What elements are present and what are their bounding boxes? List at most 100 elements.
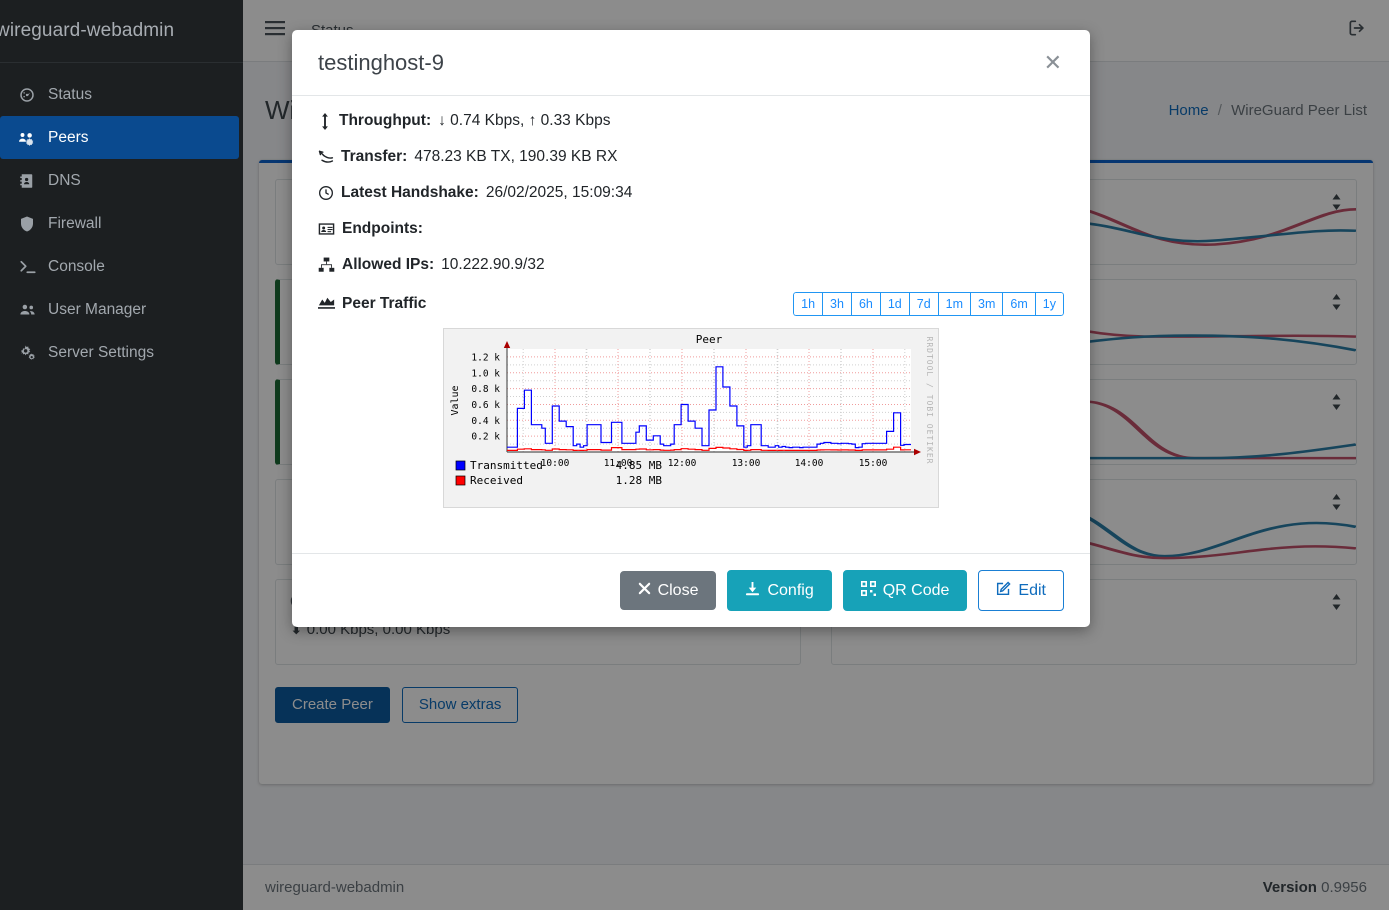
- rrd-graph: Peer Value RRDTOOL / TOBI OETIKER 10:00 11:0…: [444, 329, 938, 507]
- close-icon[interactable]: ✕: [1043, 49, 1062, 75]
- info-label: Endpoints:: [342, 220, 423, 237]
- footer-version: Version 0.9956: [1263, 879, 1367, 896]
- sidebar-brand-label: wireguard-webadmin: [0, 20, 175, 41]
- svg-text:1.28 MB: 1.28 MB: [616, 474, 663, 487]
- range-button-1m[interactable]: 1m: [937, 292, 971, 316]
- svg-text:10:00: 10:00: [541, 458, 570, 469]
- close-button-label: Close: [657, 581, 699, 599]
- show-extras-button[interactable]: Show extras: [401, 686, 519, 724]
- address-book-icon: [18, 172, 48, 190]
- sidebar-item-label: User Manager: [48, 300, 147, 318]
- close-x-icon: [638, 582, 651, 599]
- peer-detail-modal: testinghost-9 ✕ Throughput: ↓ 0.74 Kbps,…: [292, 30, 1090, 627]
- sidebar-item-console[interactable]: Console: [0, 245, 239, 288]
- info-label: Allowed IPs:: [342, 256, 435, 273]
- svg-text:1.0 k: 1.0 k: [471, 368, 500, 379]
- users-icon: [18, 301, 48, 319]
- svg-text:Transmitted: Transmitted: [470, 459, 543, 472]
- svg-text:0.2 k: 0.2 k: [471, 432, 500, 443]
- svg-text:4.85 MB: 4.85 MB: [616, 459, 663, 472]
- sidebar-item-label: Firewall: [48, 214, 102, 232]
- info-label: Throughput:: [339, 112, 432, 129]
- sidebar-nav: Status Peers: [0, 63, 243, 374]
- download-icon: [745, 581, 760, 600]
- svg-text:Value: Value: [450, 385, 461, 415]
- modal-title: testinghost-9: [318, 49, 444, 75]
- sort-icon[interactable]: [1331, 493, 1342, 515]
- svg-text:14:00: 14:00: [795, 458, 824, 469]
- sidebar-item-dns[interactable]: DNS: [0, 159, 239, 202]
- info-row-allowed-ips: Allowed IPs: 10.222.90.9/32: [318, 256, 1064, 274]
- peers-icon: [18, 129, 48, 147]
- svg-text:0.8 k: 0.8 k: [471, 384, 500, 395]
- modal-body: Throughput: ↓ 0.74 Kbps, ↑ 0.33 Kbps Tra…: [292, 96, 1090, 553]
- info-value: 26/02/2025, 15:09:34: [485, 184, 633, 201]
- logout-icon[interactable]: [1347, 18, 1367, 43]
- range-button-1y[interactable]: 1y: [1034, 292, 1064, 316]
- range-button-1d[interactable]: 1d: [879, 292, 909, 316]
- breadcrumb-separator: /: [1217, 102, 1222, 120]
- sort-icon[interactable]: [1331, 293, 1342, 315]
- modal-header: testinghost-9 ✕: [292, 30, 1090, 96]
- close-button[interactable]: Close: [619, 571, 717, 610]
- svg-text:Peer: Peer: [696, 333, 723, 346]
- range-button-3m[interactable]: 3m: [970, 292, 1003, 316]
- range-button-6m[interactable]: 6m: [1002, 292, 1035, 316]
- footer-version-value: 0.9956: [1321, 879, 1367, 896]
- svg-text:11:00: 11:00: [604, 458, 633, 469]
- info-row-endpoints: Endpoints:: [318, 220, 1064, 238]
- sort-icon[interactable]: [1331, 393, 1342, 415]
- footer: wireguard-webadmin Version 0.9956: [243, 864, 1389, 910]
- breadcrumb-home[interactable]: Home: [1168, 102, 1209, 120]
- footer-brand: wireguard-webadmin: [265, 879, 405, 896]
- qr-code-button[interactable]: QR Code: [842, 570, 968, 611]
- config-button-label: Config: [767, 581, 814, 599]
- footer-version-label: Version: [1262, 879, 1317, 896]
- shield-icon: [18, 215, 48, 233]
- peer-action-row: Create Peer Show extras: [275, 686, 1357, 724]
- id-card-icon: [318, 222, 335, 236]
- svg-text:15:00: 15:00: [859, 458, 888, 469]
- sidebar-item-user-manager[interactable]: User Manager: [0, 288, 239, 331]
- sidebar-item-firewall[interactable]: Firewall: [0, 202, 239, 245]
- sidebar-item-server-settings[interactable]: Server Settings: [0, 331, 239, 374]
- svg-text:12:00: 12:00: [668, 458, 697, 469]
- gears-icon: [18, 344, 48, 362]
- time-range-group: 1h 3h 6h 1d 7d 1m 3m 6m 1y: [793, 292, 1064, 316]
- sitemap-icon: [318, 257, 335, 273]
- info-value: ↓ 0.74 Kbps, ↑ 0.33 Kbps: [438, 112, 611, 129]
- sidebar-item-label: Peers: [48, 128, 89, 146]
- range-button-7d[interactable]: 7d: [908, 292, 938, 316]
- svg-text:0.4 k: 0.4 k: [471, 416, 500, 427]
- chart-area-icon: [318, 295, 335, 314]
- info-label: Latest Handshake:: [341, 184, 479, 201]
- config-button[interactable]: Config: [727, 570, 832, 611]
- sidebar-brand[interactable]: wireguard-webadmin: [0, 0, 243, 63]
- range-button-3h[interactable]: 3h: [822, 292, 851, 316]
- sidebar-item-status[interactable]: Status: [0, 73, 239, 116]
- info-value: 10.222.90.9/32: [441, 256, 545, 273]
- modal-footer: Close Config QR Code: [292, 553, 1090, 627]
- info-row-handshake: Latest Handshake: 26/02/2025, 15:09:34: [318, 184, 1064, 202]
- create-peer-button[interactable]: Create Peer: [275, 686, 390, 724]
- svg-text:1.2 k: 1.2 k: [471, 352, 500, 363]
- sidebar-item-label: Status: [48, 85, 92, 103]
- edit-button-label: Edit: [1018, 581, 1046, 599]
- clock-icon: [318, 185, 334, 201]
- breadcrumb-current: WireGuard Peer List: [1231, 102, 1367, 120]
- range-button-6h[interactable]: 6h: [850, 292, 880, 316]
- sidebar-item-label: Console: [48, 257, 105, 275]
- svg-text:RRDTOOL / TOBI OETIKER: RRDTOOL / TOBI OETIKER: [925, 337, 934, 465]
- sort-icon[interactable]: [1331, 193, 1342, 215]
- sort-icon[interactable]: [1331, 593, 1342, 615]
- terminal-icon: [18, 258, 48, 276]
- info-value: 478.23 KB TX, 190.39 KB RX: [414, 148, 618, 165]
- sidebar-item-peers[interactable]: Peers: [0, 116, 239, 159]
- sidebar-item-label: Server Settings: [48, 343, 154, 361]
- edit-button[interactable]: Edit: [978, 570, 1064, 611]
- hamburger-icon[interactable]: [265, 20, 287, 41]
- range-button-1h[interactable]: 1h: [793, 292, 823, 316]
- info-row-throughput: Throughput: ↓ 0.74 Kbps, ↑ 0.33 Kbps: [318, 112, 1064, 130]
- gauge-icon: [18, 86, 48, 104]
- svg-text:13:00: 13:00: [732, 458, 761, 469]
